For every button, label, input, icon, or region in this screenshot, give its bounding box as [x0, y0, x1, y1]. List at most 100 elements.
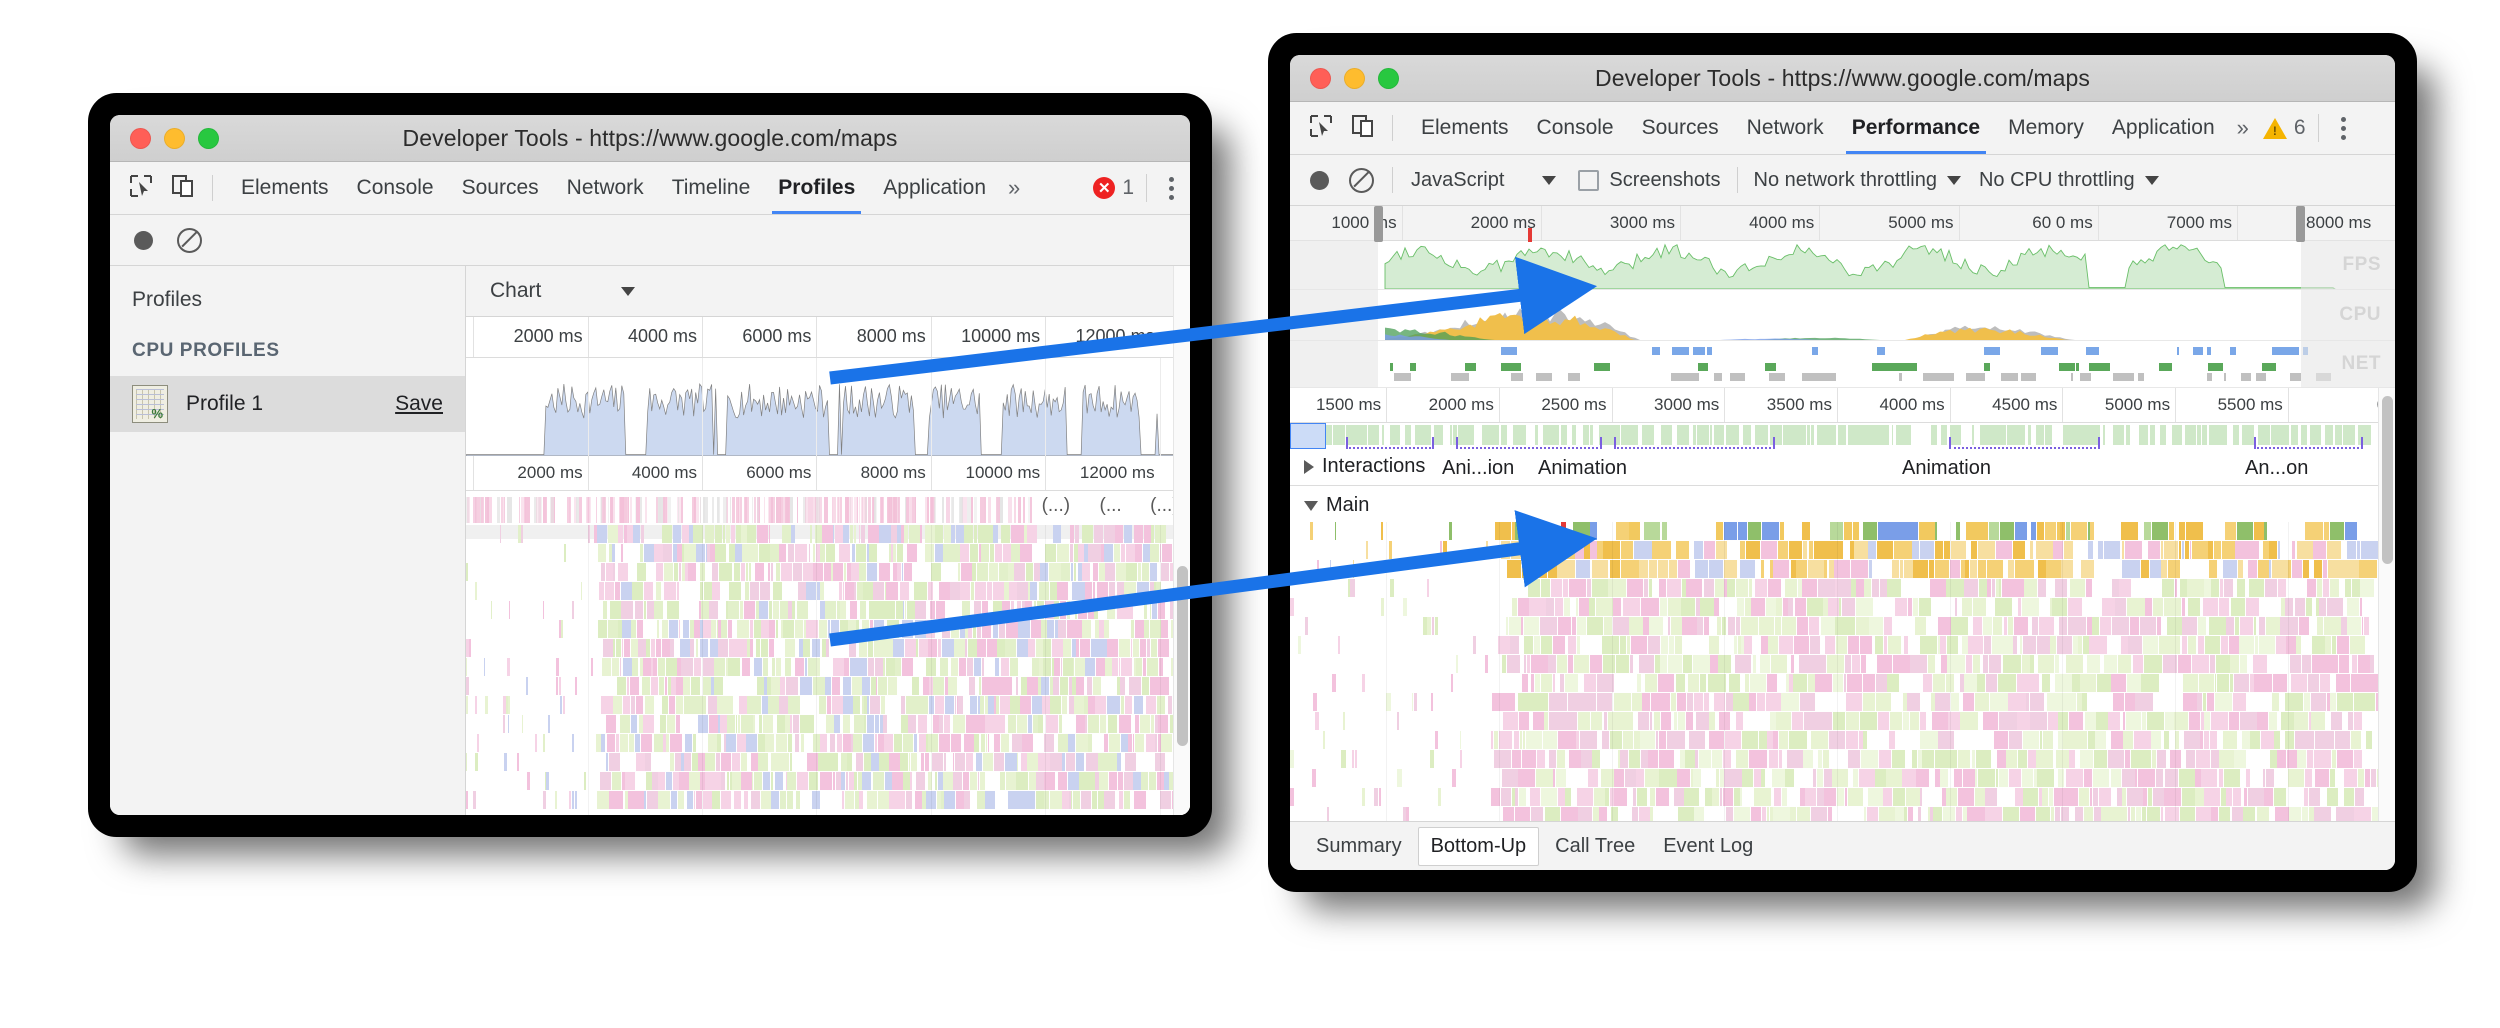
animation-span[interactable]: [1949, 437, 2101, 449]
flame-block[interactable]: [866, 563, 877, 581]
flame-block[interactable]: [2143, 788, 2148, 806]
flame-block[interactable]: [2336, 636, 2349, 654]
flame-block[interactable]: [1892, 655, 1910, 673]
flame-block[interactable]: [2352, 655, 2358, 673]
flame-block[interactable]: [637, 620, 643, 638]
flame-block[interactable]: [1834, 560, 1851, 578]
flame-block[interactable]: [961, 601, 970, 619]
flame-block[interactable]: [1945, 674, 1955, 692]
flame-block[interactable]: [473, 791, 476, 809]
flame-block[interactable]: [1493, 750, 1511, 768]
flame-block[interactable]: [921, 696, 929, 714]
flame-block[interactable]: [1739, 560, 1755, 578]
flame-block[interactable]: [908, 753, 911, 771]
flame-block[interactable]: [1697, 617, 1703, 635]
flame-block[interactable]: [2234, 617, 2240, 635]
flame-block[interactable]: [1001, 696, 1010, 714]
flame-block[interactable]: [658, 772, 666, 790]
flame-block[interactable]: [2356, 541, 2361, 559]
flame-block[interactable]: [1678, 560, 1691, 578]
flame-block[interactable]: [903, 525, 909, 543]
flame-block[interactable]: [922, 791, 926, 809]
flame-block[interactable]: [1002, 601, 1011, 619]
flame-block[interactable]: [1560, 674, 1565, 692]
flame-block[interactable]: [1024, 525, 1027, 543]
flame-block[interactable]: [1125, 753, 1136, 771]
flame-block[interactable]: [862, 696, 864, 714]
flame-block[interactable]: [1506, 560, 1521, 578]
flame-block[interactable]: [1116, 601, 1126, 619]
flame-block[interactable]: [1749, 693, 1756, 711]
flame-block[interactable]: [619, 734, 629, 752]
flame-block[interactable]: [1074, 525, 1080, 543]
flame-block[interactable]: [1088, 734, 1092, 752]
flame-block[interactable]: [746, 734, 758, 752]
flame-block[interactable]: [893, 734, 902, 752]
flame-block[interactable]: [770, 772, 774, 790]
flame-block[interactable]: [670, 639, 674, 657]
flame-block[interactable]: [639, 658, 643, 676]
flame-block[interactable]: [1756, 693, 1765, 711]
flame-block[interactable]: [1637, 674, 1642, 692]
flame-block[interactable]: [2069, 712, 2084, 730]
flame-block[interactable]: [2257, 807, 2269, 825]
flame-block[interactable]: [1397, 769, 1402, 787]
flame-block[interactable]: [1016, 639, 1028, 657]
flame-block[interactable]: [881, 639, 883, 657]
flame-block[interactable]: [1118, 715, 1131, 733]
flame-block[interactable]: [2208, 541, 2213, 559]
flame-block[interactable]: [1745, 674, 1750, 692]
flame-block[interactable]: [1013, 525, 1019, 543]
flame-block[interactable]: [779, 544, 786, 562]
flame-block[interactable]: [1911, 750, 1917, 768]
flame-block[interactable]: [900, 582, 909, 600]
flame-block[interactable]: [2183, 693, 2197, 711]
flame-block[interactable]: [1655, 788, 1670, 806]
flame-block[interactable]: [1852, 522, 1859, 540]
flame-block[interactable]: [2195, 750, 2211, 768]
flame-block[interactable]: [1724, 522, 1738, 540]
flame-block[interactable]: [1085, 582, 1093, 600]
flame-block[interactable]: [923, 677, 929, 695]
flame-block[interactable]: [1985, 674, 1998, 692]
flame-block[interactable]: [1053, 658, 1061, 676]
flame-block[interactable]: [1768, 636, 1779, 654]
flame-block[interactable]: [844, 582, 854, 600]
flame-block[interactable]: [2148, 788, 2153, 806]
flame-block[interactable]: [1610, 560, 1621, 578]
flame-block[interactable]: [2009, 636, 2013, 654]
flame-block[interactable]: [1760, 541, 1778, 559]
flame-block[interactable]: [661, 620, 669, 638]
flame-block[interactable]: [897, 525, 902, 543]
flame-block[interactable]: [1290, 750, 1295, 768]
flame-block[interactable]: [2240, 712, 2257, 730]
flame-block[interactable]: [2015, 522, 2028, 540]
flame-block[interactable]: [2046, 560, 2061, 578]
tab-summary[interactable]: Summary: [1316, 834, 1402, 857]
flame-block[interactable]: [2128, 807, 2131, 825]
flame-block[interactable]: [2058, 617, 2068, 635]
flame-block[interactable]: [1816, 655, 1827, 673]
flame-block[interactable]: [992, 601, 1002, 619]
flame-block[interactable]: [1017, 582, 1028, 600]
flame-block[interactable]: [896, 677, 898, 695]
flame-block[interactable]: [1749, 674, 1767, 692]
flame-block[interactable]: [2120, 636, 2128, 654]
flame-block[interactable]: [1999, 522, 2015, 540]
flame-block[interactable]: [1616, 522, 1629, 540]
main-flame-chart[interactable]: [1290, 522, 2395, 854]
flame-block[interactable]: [1092, 563, 1099, 581]
flame-block[interactable]: [1906, 522, 1919, 540]
flame-block[interactable]: [705, 753, 716, 771]
flame-block[interactable]: [986, 639, 997, 657]
flame-block[interactable]: [2031, 522, 2037, 540]
flame-block[interactable]: [665, 658, 677, 676]
flame-block[interactable]: [1633, 731, 1640, 749]
flame-block[interactable]: [2243, 807, 2256, 825]
flame-block[interactable]: [1576, 788, 1584, 806]
flame-block[interactable]: [1053, 677, 1060, 695]
flame-block[interactable]: [759, 601, 769, 619]
flame-block[interactable]: [1677, 769, 1691, 787]
flame-block[interactable]: [1502, 769, 1518, 787]
flame-block[interactable]: [965, 772, 970, 790]
